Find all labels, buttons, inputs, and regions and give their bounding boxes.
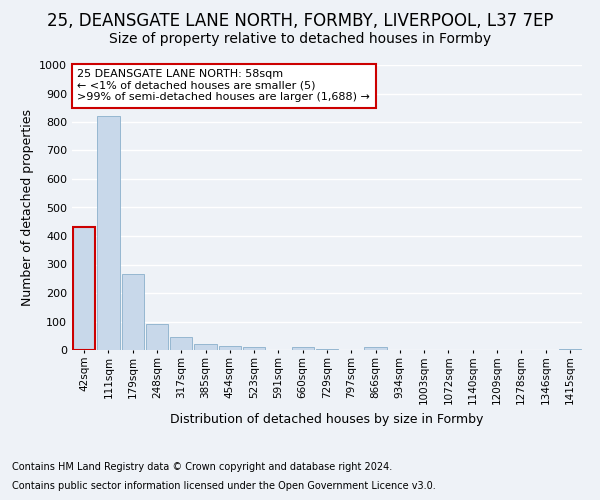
Text: 25 DEANSGATE LANE NORTH: 58sqm
← <1% of detached houses are smaller (5)
>99% of : 25 DEANSGATE LANE NORTH: 58sqm ← <1% of …	[77, 70, 370, 102]
X-axis label: Distribution of detached houses by size in Formby: Distribution of detached houses by size …	[170, 412, 484, 426]
Bar	[316, 348, 338, 350]
Bar	[218, 346, 241, 350]
Bar	[292, 347, 314, 350]
Bar	[194, 344, 217, 350]
Bar	[170, 336, 193, 350]
Bar	[146, 324, 168, 350]
Text: Contains HM Land Registry data © Crown copyright and database right 2024.: Contains HM Land Registry data © Crown c…	[12, 462, 392, 472]
Bar	[559, 348, 581, 350]
Text: Size of property relative to detached houses in Formby: Size of property relative to detached ho…	[109, 32, 491, 46]
Bar	[364, 347, 387, 350]
Bar	[97, 116, 119, 350]
Y-axis label: Number of detached properties: Number of detached properties	[20, 109, 34, 306]
Bar	[243, 347, 265, 350]
Text: Contains public sector information licensed under the Open Government Licence v3: Contains public sector information licen…	[12, 481, 436, 491]
Bar	[122, 274, 144, 350]
Bar	[73, 228, 95, 350]
Text: 25, DEANSGATE LANE NORTH, FORMBY, LIVERPOOL, L37 7EP: 25, DEANSGATE LANE NORTH, FORMBY, LIVERP…	[47, 12, 553, 30]
